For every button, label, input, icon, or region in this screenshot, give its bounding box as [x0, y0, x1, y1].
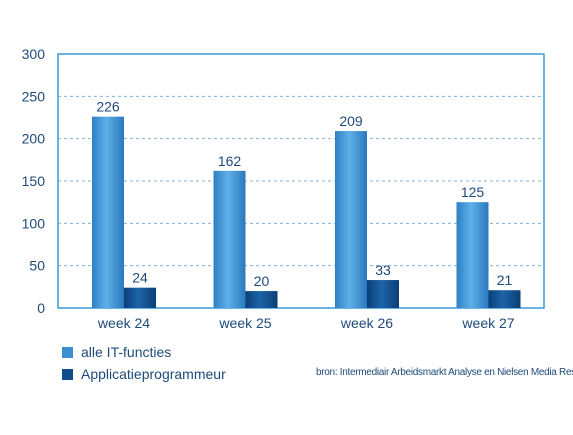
bar-alle-it-functies-week-24 — [92, 116, 124, 308]
data-label: 33 — [375, 262, 391, 278]
source-note: bron: Intermediair Arbeidsmarkt Analyse … — [316, 367, 573, 378]
data-label: 24 — [132, 270, 148, 286]
bar-alle-it-functies-week-26 — [335, 131, 367, 308]
legend-item-alle-it-functies: alle IT-functies — [62, 344, 171, 360]
x-tick-label: week 25 — [218, 315, 271, 331]
y-tick-label: 200 — [22, 131, 46, 147]
y-tick-label: 300 — [22, 46, 46, 62]
bar-applicatieprogrammeur-week-27 — [488, 290, 521, 308]
x-tick-label: week 26 — [340, 315, 393, 331]
legend-swatch-alle-it-functies — [62, 346, 73, 358]
legend-label-alle-it-functies: alle IT-functies — [81, 344, 172, 360]
data-label: 209 — [339, 113, 363, 129]
bar-alle-it-functies-week-27 — [456, 202, 489, 308]
bar-applicatieprogrammeur-week-25 — [245, 291, 278, 308]
plot-frame — [57, 53, 545, 309]
data-label: 226 — [96, 99, 120, 115]
data-label: 20 — [254, 273, 270, 289]
y-tick-label: 100 — [22, 215, 46, 231]
bar-alle-it-functies-week-25 — [213, 170, 246, 308]
y-tick-label: 250 — [22, 88, 46, 104]
y-tick-label: 0 — [37, 300, 45, 316]
legend-swatch-applicatieprogrammeur — [62, 368, 73, 380]
x-tick-label: week 27 — [461, 315, 514, 331]
y-tick-label: 150 — [22, 173, 46, 189]
legend-item-applicatieprogrammeur: Applicatieprogrammeur — [62, 366, 226, 382]
data-label: 125 — [461, 184, 485, 200]
bar-applicatieprogrammeur-week-24 — [124, 287, 156, 308]
legend-label-applicatieprogrammeur: Applicatieprogrammeur — [81, 366, 226, 382]
data-label: 162 — [218, 153, 242, 169]
bar-applicatieprogrammeur-week-26 — [367, 280, 399, 308]
y-tick-label: 50 — [29, 258, 45, 274]
x-tick-label: week 24 — [97, 315, 150, 331]
data-label: 21 — [497, 272, 513, 288]
